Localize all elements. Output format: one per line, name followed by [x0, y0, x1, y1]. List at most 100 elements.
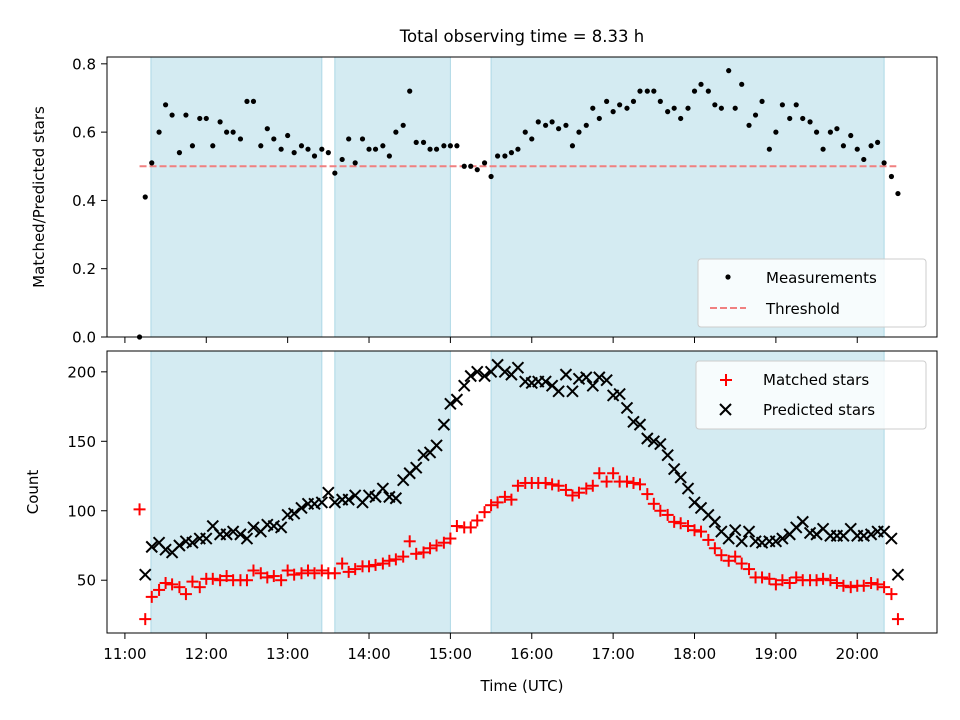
matched-star-point [153, 583, 166, 596]
predicted-star-point [247, 521, 260, 534]
measurement-point [386, 153, 392, 159]
matched-star-point [688, 524, 701, 537]
matched-star-point [647, 497, 660, 510]
measurement-point [651, 88, 657, 94]
measurement-point [854, 146, 860, 152]
legend-matched-marker [720, 374, 732, 386]
predicted-star-point [776, 532, 789, 545]
bottom-plot-frame [106, 350, 938, 634]
predicted-star-point [600, 373, 613, 387]
predicted-star-point [444, 397, 457, 410]
bottom-x-tick-label: 17:00 [592, 645, 635, 663]
measurement-point [583, 122, 589, 128]
measurement-point [766, 146, 772, 152]
bottom-y-tick-label: 50 [77, 572, 96, 590]
measurement-point [820, 146, 826, 152]
measurement-point [759, 98, 765, 104]
measurement-point [732, 105, 738, 111]
measurement-point [752, 112, 759, 118]
measurement-point [705, 88, 711, 94]
measurement-point [278, 146, 284, 152]
measurement-point [848, 132, 854, 139]
matched-star-point [682, 520, 694, 533]
chart-title: Total observing time = 8.33 h [399, 27, 644, 46]
matched-star-point [830, 576, 843, 589]
measurement-point [529, 136, 535, 142]
measurement-point [671, 105, 677, 111]
matched-star-point [857, 579, 870, 592]
measurement-point [197, 115, 203, 122]
bottom-x-tick-label: 20:00 [836, 645, 879, 663]
matched-star-point [552, 479, 565, 492]
matched-star-point [424, 542, 437, 555]
matched-star-point [654, 504, 667, 517]
measurement-point [433, 146, 440, 152]
matched-star-point [756, 571, 769, 584]
predicted-star-point [464, 369, 477, 383]
matched-star-point [301, 564, 314, 577]
matched-star-point [702, 533, 715, 546]
measurement-point [311, 153, 318, 159]
bottom-observing-span-1 [150, 350, 323, 634]
predicted-star-point [226, 525, 240, 538]
measurement-point [380, 143, 386, 149]
bottom-legend: Matched stars Predicted stars [695, 360, 927, 430]
bottom-legend-box [695, 360, 927, 430]
matched-star-point [410, 547, 423, 560]
measurement-point [868, 143, 874, 149]
matched-star-point [891, 613, 904, 626]
predicted-star-point [552, 385, 565, 398]
matched-star-point [763, 572, 776, 585]
measurement-point [793, 102, 799, 108]
predicted-star-point [437, 418, 451, 431]
predicted-star-point [389, 492, 403, 505]
matched-star-point [288, 568, 301, 581]
predicted-star-point [728, 523, 742, 537]
predicted-star-point [274, 521, 288, 534]
legend-matched-label: Matched stars [763, 371, 869, 389]
measurement-point [149, 160, 155, 166]
top-points [136, 68, 901, 340]
measurement-point [189, 143, 196, 149]
matched-star-point [349, 563, 362, 576]
measurement-point [556, 126, 562, 132]
matched-star-point [783, 576, 796, 589]
measurement-point [549, 119, 555, 125]
measurement-point [488, 173, 494, 180]
matched-star-point [437, 536, 450, 549]
measurement-point [617, 102, 623, 108]
measurement-point [176, 150, 183, 156]
bottom-points [133, 358, 905, 626]
measurement-point [352, 160, 358, 166]
matched-star-point [308, 567, 321, 580]
measurement-point [407, 88, 413, 94]
matched-star-point [179, 588, 192, 601]
measurement-point [678, 115, 684, 122]
matched-star-point [769, 578, 782, 591]
measurement-point [494, 153, 501, 159]
measurement-point [590, 105, 596, 111]
predicted-star-point [593, 371, 606, 384]
bottom-y-axis-label: Count [24, 470, 42, 515]
matched-star-point [295, 567, 308, 580]
matched-star-point [844, 581, 857, 594]
matched-star-point [328, 567, 341, 580]
top-y-axis-label: Matched/Predicted stars [30, 106, 48, 288]
predicted-star-point [742, 525, 756, 538]
predicted-star-point [139, 568, 152, 581]
measurement-point [372, 146, 379, 152]
matched-star-point [315, 564, 328, 577]
matched-star-point [661, 508, 674, 521]
matched-star-point [885, 588, 898, 601]
matched-star-point [620, 475, 633, 488]
measurement-point [840, 143, 847, 149]
matched-star-point [511, 479, 524, 492]
matched-star-point [485, 499, 498, 512]
bottom-x-axis-label: Time (UTC) [480, 677, 564, 695]
matched-star-point [478, 506, 491, 519]
bottom-x-tick-label: 16:00 [510, 645, 553, 663]
matched-star-point [566, 489, 579, 502]
matched-star-point [173, 581, 186, 594]
predicted-star-point [708, 515, 722, 529]
measurement-point [359, 136, 366, 142]
